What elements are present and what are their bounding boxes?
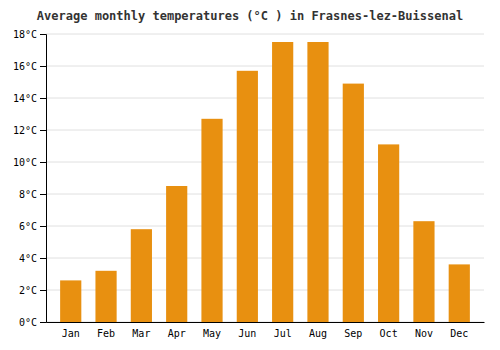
- y-tick: 4°C: [19, 253, 46, 264]
- y-tick: 6°C: [19, 221, 46, 232]
- y-tick-label: 12°C: [13, 125, 37, 136]
- x-tick: May: [203, 328, 221, 339]
- bar: [237, 71, 258, 322]
- x-tick-label: Aug: [309, 328, 327, 339]
- axis-line: [47, 322, 485, 323]
- y-tick-label: 0°C: [19, 317, 37, 328]
- chart-svg: 0°C 2°C 4°C 6°C 8°C 10°C 12°C 14°C 16°C 18°C Jan Fe…: [0, 0, 500, 350]
- x-tick-label: Jan: [62, 328, 80, 339]
- y-tick-label: 8°C: [19, 189, 37, 200]
- x-tick-label: May: [203, 328, 221, 339]
- y-tick: 10°C: [13, 157, 46, 168]
- chart-title: Average monthly temperatures (°C ) in Fr…: [37, 9, 463, 23]
- x-tick-label: Feb: [97, 328, 115, 339]
- bar: [307, 42, 328, 322]
- y-tick: 16°C: [13, 61, 46, 72]
- y-tick: 12°C: [13, 125, 46, 136]
- x-tick-label: Nov: [415, 328, 433, 339]
- x-tick-label: Dec: [450, 328, 468, 339]
- x-tick: Jun: [238, 328, 256, 339]
- grid-line: [46, 194, 484, 195]
- bars: [60, 42, 470, 322]
- grid-line: [46, 98, 484, 99]
- grid: [46, 34, 484, 322]
- tick-mark: [40, 34, 46, 35]
- bar: [60, 280, 81, 322]
- x-tick: Apr: [168, 328, 186, 339]
- axis-line: [40, 35, 47, 323]
- x-tick-label: Oct: [380, 328, 398, 339]
- y-tick-label: 4°C: [19, 253, 37, 264]
- x-axis: Jan Feb Mar Apr May Jun Jul Aug Sep Oct Nov Dec: [47, 323, 485, 340]
- y-tick-label: 2°C: [19, 285, 37, 296]
- x-tick: Feb: [97, 328, 115, 339]
- bar: [343, 84, 364, 322]
- x-tick: Oct: [380, 328, 398, 339]
- tick-mark: [40, 162, 46, 163]
- grid-line: [46, 66, 484, 67]
- grid-line: [46, 130, 484, 131]
- grid-line: [46, 162, 484, 163]
- x-tick-label: Apr: [168, 328, 186, 339]
- tick-mark: [40, 290, 46, 291]
- y-tick-label: 16°C: [13, 61, 37, 72]
- y-tick-label: 18°C: [13, 29, 37, 40]
- x-tick: Nov: [415, 328, 433, 339]
- tick-mark: [40, 66, 46, 67]
- bar: [378, 144, 399, 322]
- x-tick-label: Jun: [238, 328, 256, 339]
- tick-mark: [40, 226, 46, 227]
- y-tick: 2°C: [19, 285, 46, 296]
- x-tick: Mar: [132, 328, 150, 339]
- bar: [272, 42, 293, 322]
- tick-mark: [40, 194, 46, 195]
- tick-mark: [40, 98, 46, 99]
- x-tick: Jan: [62, 328, 80, 339]
- y-tick-label: 14°C: [13, 93, 37, 104]
- x-tick: Aug: [309, 328, 327, 339]
- tick-mark: [40, 322, 46, 323]
- bar: [95, 271, 116, 322]
- chart-container: 0°C 2°C 4°C 6°C 8°C 10°C 12°C 14°C 16°C 18°C Jan Fe…: [0, 0, 500, 350]
- y-tick: 18°C: [13, 29, 46, 40]
- x-tick-label: Jul: [274, 328, 292, 339]
- y-tick-label: 6°C: [19, 221, 37, 232]
- tick-mark: [40, 130, 46, 131]
- y-tick: 0°C: [19, 317, 46, 328]
- y-axis: 0°C 2°C 4°C 6°C 8°C 10°C 12°C 14°C 16°C 18°C: [13, 29, 47, 328]
- y-tick-label: 10°C: [13, 157, 37, 168]
- tick-mark: [40, 258, 46, 259]
- x-tick: Sep: [344, 328, 362, 339]
- bar: [166, 186, 187, 322]
- x-tick: Dec: [450, 328, 468, 339]
- plot-area: 0°C 2°C 4°C 6°C 8°C 10°C 12°C 14°C 16°C 18°C Jan Fe…: [13, 29, 485, 339]
- x-tick-label: Sep: [344, 328, 362, 339]
- bar: [201, 119, 222, 322]
- x-tick: Jul: [274, 328, 292, 339]
- y-tick: 14°C: [13, 93, 46, 104]
- x-tick-label: Mar: [132, 328, 150, 339]
- bar: [449, 264, 470, 322]
- grid-line: [46, 34, 484, 35]
- bar: [131, 229, 152, 322]
- bar: [413, 221, 434, 322]
- y-tick: 8°C: [19, 189, 46, 200]
